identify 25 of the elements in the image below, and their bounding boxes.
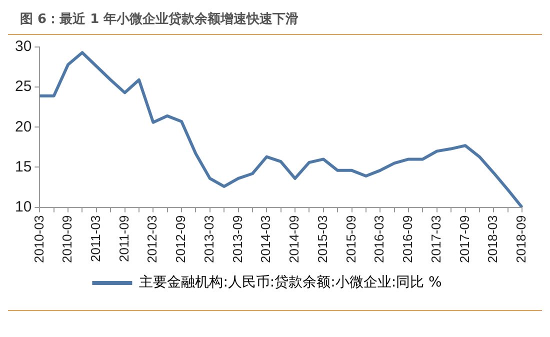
legend-label: 主要金融机构:人民币:贷款余额:小微企业:同比 %	[139, 274, 442, 291]
y-tick-label: 25	[14, 78, 32, 96]
x-tick-label: 2018-03	[485, 215, 500, 264]
chart-title: 图 6：最近 1 年小微企业贷款余额增速快速下滑	[8, 8, 542, 35]
x-tick-label: 2014-09	[286, 215, 302, 264]
x-tick-label: 2012-09	[173, 215, 188, 264]
y-tick-label: 10	[14, 198, 32, 216]
y-tick-label: 30	[14, 38, 32, 56]
x-tick-label: 2017-09	[456, 215, 472, 264]
x-tick-label: 2015-09	[343, 215, 358, 264]
x-tick-label: 2013-09	[230, 215, 245, 264]
y-tick-label: 15	[14, 158, 32, 176]
x-tick-label: 2010-03	[31, 215, 46, 264]
x-tick-label: 2010-09	[60, 215, 75, 264]
x-tick-label: 2017-03	[428, 215, 444, 264]
x-tick-label: 2015-03	[314, 215, 330, 264]
x-tick-label: 2014-03	[258, 215, 274, 264]
x-tick-label: 2016-09	[400, 215, 416, 264]
x-tick-label: 2016-03	[372, 215, 387, 264]
x-tick-label: 2018-09	[514, 215, 529, 264]
x-tick-label: 2012-03	[144, 215, 160, 264]
x-tick-label: 2011-09	[116, 215, 132, 262]
y-tick-label: 20	[14, 118, 32, 136]
x-tick-label: 2013-03	[201, 215, 216, 264]
x-tick-label: 2011-03	[88, 215, 104, 262]
